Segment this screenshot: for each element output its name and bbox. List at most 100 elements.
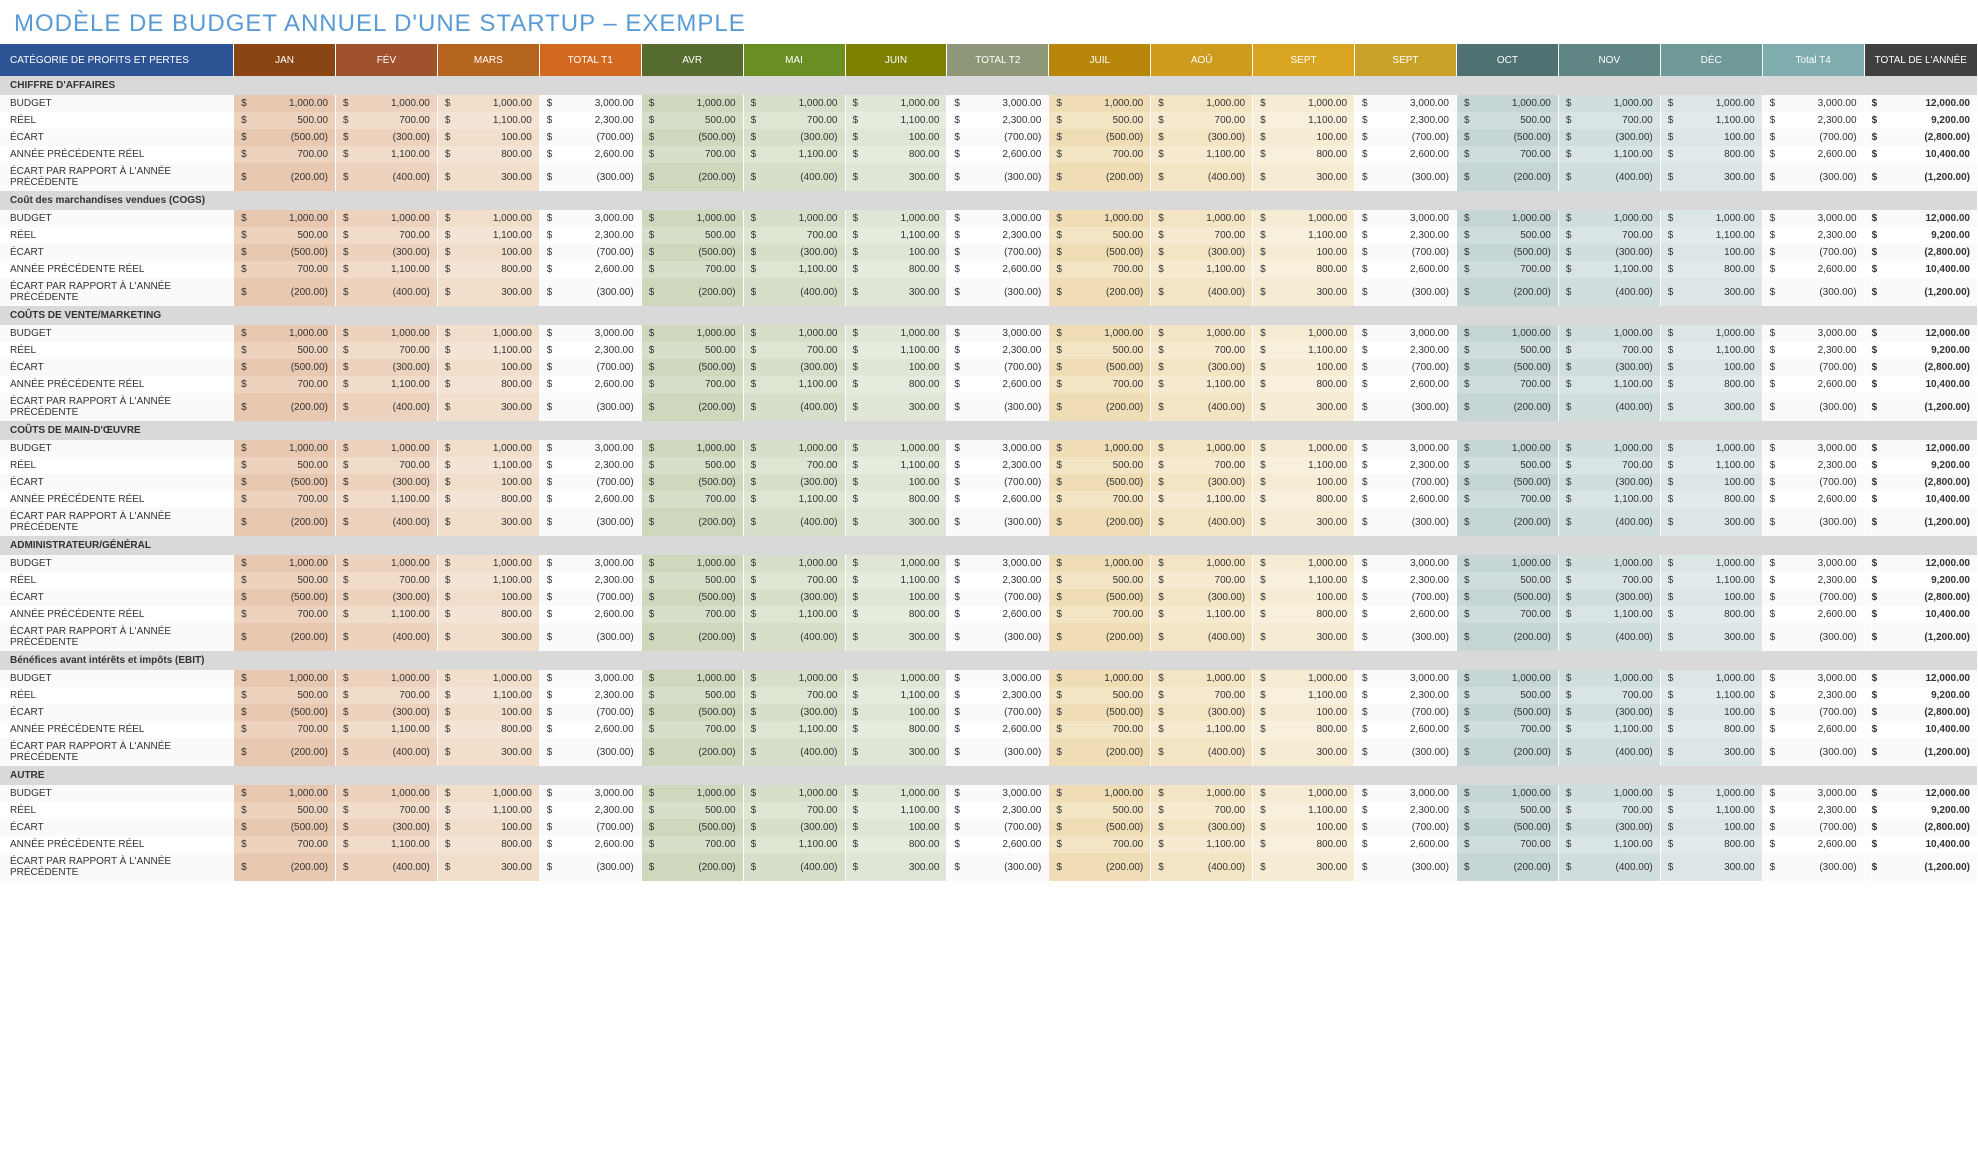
cell: $100.00 xyxy=(437,589,539,606)
quarter-total: $2,600.00 xyxy=(1355,606,1457,623)
quarter-total: $(300.00) xyxy=(1355,163,1457,191)
cell: $1,000.00 xyxy=(1660,670,1762,687)
table-row: BUDGET$1,000.00$1,000.00$1,000.00$3,000.… xyxy=(0,210,1978,227)
cell: $(500.00) xyxy=(641,819,743,836)
row-label: ÉCART xyxy=(0,819,234,836)
quarter-total: $2,300.00 xyxy=(1355,457,1457,474)
cell: $1,000.00 xyxy=(641,670,743,687)
cell: $700.00 xyxy=(641,606,743,623)
cell: $(200.00) xyxy=(234,738,336,766)
cell: $700.00 xyxy=(641,146,743,163)
quarter-total: $(300.00) xyxy=(1762,278,1864,306)
quarter-total: $3,000.00 xyxy=(947,210,1049,227)
quarter-total: $2,600.00 xyxy=(1355,146,1457,163)
cell: $(300.00) xyxy=(743,359,845,376)
quarter-total: $3,000.00 xyxy=(947,785,1049,802)
quarter-total: $(700.00) xyxy=(947,474,1049,491)
cell: $(500.00) xyxy=(641,704,743,721)
cell: $(400.00) xyxy=(743,623,845,651)
year-total: $9,200.00 xyxy=(1864,227,1977,244)
cell: $1,000.00 xyxy=(743,670,845,687)
row-label: ÉCART xyxy=(0,244,234,261)
cell: $1,000.00 xyxy=(641,325,743,342)
cell: $300.00 xyxy=(437,393,539,421)
cell: $1,000.00 xyxy=(234,440,336,457)
cell: $500.00 xyxy=(1049,227,1151,244)
cell: $800.00 xyxy=(437,606,539,623)
quarter-total: $2,300.00 xyxy=(947,227,1049,244)
cell: $500.00 xyxy=(1049,457,1151,474)
year-total: $(1,200.00) xyxy=(1864,163,1977,191)
table-row: RÉEL$500.00$700.00$1,100.00$2,300.00$500… xyxy=(0,457,1978,474)
quarter-total: $2,300.00 xyxy=(539,802,641,819)
cell: $300.00 xyxy=(845,393,947,421)
quarter-total: $(700.00) xyxy=(539,244,641,261)
cell: $100.00 xyxy=(845,704,947,721)
row-label: BUDGET xyxy=(0,555,234,572)
cell: $1,100.00 xyxy=(437,687,539,704)
quarter-total: $2,300.00 xyxy=(947,457,1049,474)
row-label: BUDGET xyxy=(0,670,234,687)
cell: $(400.00) xyxy=(1151,393,1253,421)
cell: $1,000.00 xyxy=(1660,785,1762,802)
cell: $(200.00) xyxy=(1456,163,1558,191)
cell: $1,100.00 xyxy=(1558,836,1660,853)
cell: $(500.00) xyxy=(1456,474,1558,491)
quarter-total: $(700.00) xyxy=(947,244,1049,261)
table-row: ANNÉE PRÉCÉDENTE RÉEL$700.00$1,100.00$80… xyxy=(0,721,1978,738)
quarter-total: $3,000.00 xyxy=(539,670,641,687)
cell: $1,000.00 xyxy=(1049,555,1151,572)
row-label: RÉEL xyxy=(0,112,234,129)
table-row: BUDGET$1,000.00$1,000.00$1,000.00$3,000.… xyxy=(0,670,1978,687)
cell: $1,100.00 xyxy=(845,572,947,589)
cell: $(400.00) xyxy=(335,738,437,766)
row-label: ANNÉE PRÉCÉDENTE RÉEL xyxy=(0,261,234,278)
quarter-total: $2,300.00 xyxy=(1355,227,1457,244)
cell: $700.00 xyxy=(335,802,437,819)
quarter-total: $3,000.00 xyxy=(1762,785,1864,802)
cell: $800.00 xyxy=(437,491,539,508)
cell: $1,000.00 xyxy=(1558,440,1660,457)
cell: $300.00 xyxy=(845,278,947,306)
cell: $1,100.00 xyxy=(335,606,437,623)
cell: $300.00 xyxy=(845,853,947,881)
cell: $(300.00) xyxy=(335,819,437,836)
quarter-total: $(700.00) xyxy=(1762,819,1864,836)
cell: $(300.00) xyxy=(1151,244,1253,261)
year-total: $(1,200.00) xyxy=(1864,278,1977,306)
cell: $1,000.00 xyxy=(743,440,845,457)
table-row: ANNÉE PRÉCÉDENTE RÉEL$700.00$1,100.00$80… xyxy=(0,261,1978,278)
cell: $1,000.00 xyxy=(1151,555,1253,572)
cell: $(200.00) xyxy=(1456,393,1558,421)
cell: $1,100.00 xyxy=(335,721,437,738)
quarter-total: $2,600.00 xyxy=(947,146,1049,163)
cell: $500.00 xyxy=(641,457,743,474)
cell: $1,000.00 xyxy=(1253,210,1355,227)
quarter-total: $3,000.00 xyxy=(947,440,1049,457)
cell: $300.00 xyxy=(845,738,947,766)
quarter-total: $3,000.00 xyxy=(1355,670,1457,687)
quarter-total: $(700.00) xyxy=(539,359,641,376)
cell: $(400.00) xyxy=(1558,623,1660,651)
cell: $1,000.00 xyxy=(1049,440,1151,457)
cell: $(300.00) xyxy=(1151,474,1253,491)
cell: $(400.00) xyxy=(335,853,437,881)
table-row: BUDGET$1,000.00$1,000.00$1,000.00$3,000.… xyxy=(0,785,1978,802)
cell: $(400.00) xyxy=(1558,163,1660,191)
quarter-total: $(700.00) xyxy=(1355,244,1457,261)
cell: $1,100.00 xyxy=(743,606,845,623)
year-total: $10,400.00 xyxy=(1864,606,1977,623)
cell: $1,100.00 xyxy=(845,227,947,244)
table-row: ÉCART$(500.00)$(300.00)$100.00$(700.00)$… xyxy=(0,819,1978,836)
cell: $(500.00) xyxy=(234,359,336,376)
cell: $700.00 xyxy=(234,146,336,163)
cell: $1,100.00 xyxy=(1151,261,1253,278)
cell: $100.00 xyxy=(1253,474,1355,491)
cell: $500.00 xyxy=(641,342,743,359)
cell: $700.00 xyxy=(641,261,743,278)
row-label: ANNÉE PRÉCÉDENTE RÉEL xyxy=(0,606,234,623)
cell: $1,000.00 xyxy=(1558,785,1660,802)
section-header: CHIFFRE D'AFFAIRES xyxy=(0,76,1978,95)
cell: $(400.00) xyxy=(335,508,437,536)
quarter-total: $(700.00) xyxy=(1762,704,1864,721)
